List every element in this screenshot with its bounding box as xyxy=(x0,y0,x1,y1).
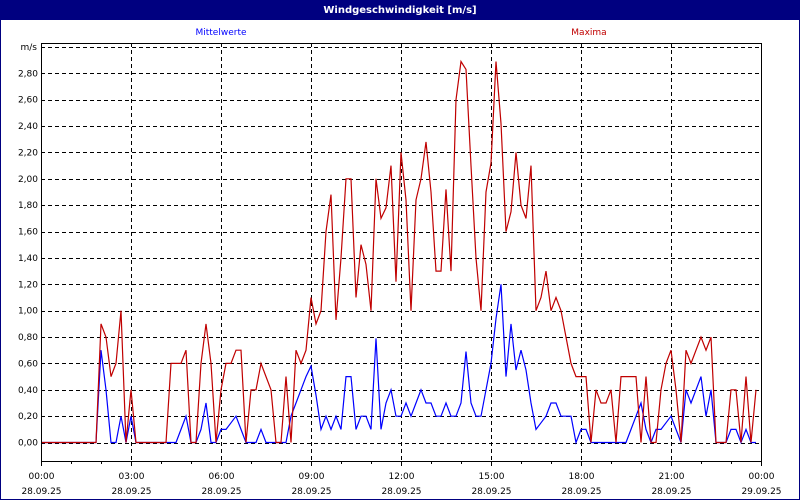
x-tick-date: 28.09.25 xyxy=(21,487,61,497)
y-axis-unit-label: m/s xyxy=(21,43,38,53)
series-lines xyxy=(41,59,757,445)
y-tick-label: 2,00 xyxy=(18,175,38,185)
y-tick-label: 1,00 xyxy=(18,307,38,317)
x-tick-date: 28.09.25 xyxy=(651,487,691,497)
y-tick-label: 0,20 xyxy=(18,412,38,422)
y-axis: 0,00 0,20 0,40 0,60 0,80 1,00 1,20 1,40 1,60 1,80… xyxy=(18,69,38,448)
series-line-maxima xyxy=(41,59,757,444)
y-tick-label: 1,80 xyxy=(18,201,38,211)
y-tick-label: 0,40 xyxy=(18,386,38,396)
x-tick-time: 00:00 xyxy=(749,472,775,482)
y-tick-label: 2,40 xyxy=(18,122,38,132)
grid xyxy=(41,43,761,461)
x-tick-date: 28.09.25 xyxy=(381,487,421,497)
x-tick-date: 28.09.25 xyxy=(291,487,331,497)
x-tick-time: 00:00 xyxy=(29,472,55,482)
x-tick-date: 29.09.25 xyxy=(741,487,781,497)
y-tick-label: 0,60 xyxy=(18,359,38,369)
legend-maxima: Maxima xyxy=(571,28,606,38)
x-tick-time: 03:00 xyxy=(119,472,145,482)
plot-border xyxy=(41,43,762,462)
x-tick-time: 09:00 xyxy=(299,472,325,482)
x-tick-date: 28.09.25 xyxy=(201,487,241,497)
y-tick-label: 1,20 xyxy=(18,280,38,290)
y-tick-label: 1,60 xyxy=(18,228,38,238)
x-tick-date: 28.09.25 xyxy=(471,487,511,497)
legend-mittelwerte: Mittelwerte xyxy=(195,28,246,38)
x-tick-time: 18:00 xyxy=(569,472,595,482)
chart-title: Windgeschwindigkeit [m/s] xyxy=(1,1,799,20)
x-tick-time: 15:00 xyxy=(479,472,505,482)
x-tick-time: 12:00 xyxy=(389,472,415,482)
y-tick-label: 0,00 xyxy=(18,439,38,449)
y-tick-label: 0,80 xyxy=(18,333,38,343)
y-tick-label: 1,40 xyxy=(18,254,38,264)
x-tick-time: 06:00 xyxy=(209,472,235,482)
y-tick-label: 2,20 xyxy=(18,148,38,158)
x-tick-time: 21:00 xyxy=(659,472,685,482)
x-axis: 00:00 28.09.25 03:00 28.09.25 06:00 28.09.25 0… xyxy=(21,461,782,497)
x-tick-date: 28.09.25 xyxy=(111,487,151,497)
y-tick-label: 2,80 xyxy=(18,69,38,79)
y-tick-label: 2,60 xyxy=(18,96,38,106)
x-tick-date: 28.09.25 xyxy=(561,487,601,497)
